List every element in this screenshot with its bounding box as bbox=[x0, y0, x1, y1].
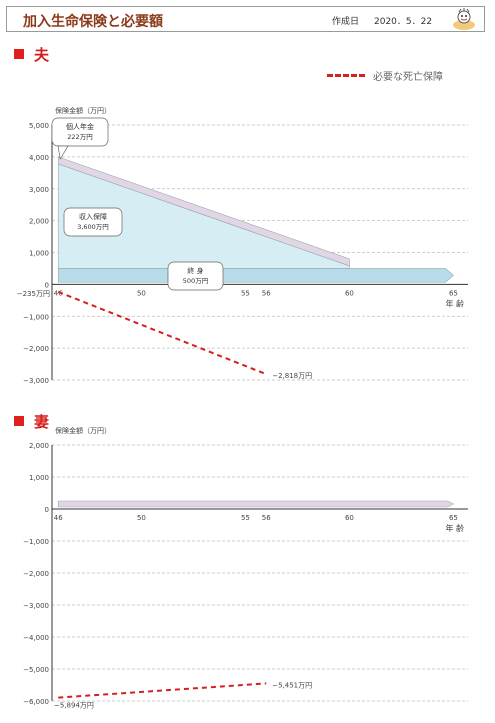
wife-chart: 2,000 1,000 0 −1,000 −2,000 −3,000 −4,000 −5,00… bbox=[23, 426, 468, 710]
page-title: 加入生命保険と必要額 bbox=[23, 14, 163, 30]
required-coverage-line bbox=[58, 682, 267, 699]
x-tick-label: 50 bbox=[137, 289, 146, 297]
y-tick-label: 1,000 bbox=[29, 474, 49, 482]
y-tick-label: −1,000 bbox=[23, 538, 49, 546]
y-tick-label: −4,000 bbox=[23, 634, 49, 642]
y-tick-label: 2,000 bbox=[29, 218, 49, 226]
insurance-area bbox=[57, 268, 454, 283]
y-tick-label: −3,000 bbox=[23, 377, 49, 385]
report-header: 加入生命保険と必要額 作成日 2020．5．22 bbox=[6, 6, 485, 32]
x-tick-label: 56 bbox=[262, 289, 271, 297]
required-coverage-line bbox=[57, 290, 267, 376]
callout-name: 収入保障 bbox=[79, 212, 107, 221]
x-tick-label: 65 bbox=[449, 514, 458, 522]
y-axis-label: 保険金額（万円） bbox=[55, 106, 111, 115]
callout-name: 個人年金 bbox=[66, 122, 94, 131]
callout-amount: 500万円 bbox=[183, 277, 208, 285]
callout-amount: 3,600万円 bbox=[77, 223, 109, 231]
required-end-label: −5,451万円 bbox=[272, 681, 312, 689]
y-tick-label: −1,000 bbox=[23, 313, 49, 321]
x-tick-label: 55 bbox=[241, 289, 250, 297]
y-tick-label: 5,000 bbox=[29, 122, 49, 130]
y-tick-label: −2,000 bbox=[23, 345, 49, 353]
x-axis-label: 年 齢 bbox=[445, 298, 464, 308]
callout-tail bbox=[57, 145, 69, 160]
legend-label: 必要な死亡保障 bbox=[373, 72, 443, 83]
x-axis-label: 年 齢 bbox=[445, 523, 464, 533]
callout-name: 終 身 bbox=[187, 266, 203, 275]
required-start-label: −5,894万円 bbox=[54, 702, 94, 710]
y-tick-label: 2,000 bbox=[29, 442, 49, 450]
required-start-label: −235万円 bbox=[17, 290, 50, 298]
date-label: 作成日 bbox=[332, 17, 360, 27]
y-tick-label: −5,000 bbox=[23, 666, 49, 674]
x-tick-label: 65 bbox=[449, 289, 458, 297]
callout-box bbox=[63, 207, 123, 237]
y-tick-label: 1,000 bbox=[29, 250, 49, 258]
section-square-icon bbox=[14, 49, 24, 59]
x-tick-label: 46 bbox=[54, 289, 63, 297]
legend: 必要な死亡保障 bbox=[327, 68, 443, 83]
y-tick-label: −2,000 bbox=[23, 570, 49, 578]
required-end-label: −2,818万円 bbox=[272, 372, 312, 380]
x-tick-label: 60 bbox=[345, 514, 354, 522]
insurance-area bbox=[57, 500, 455, 508]
y-tick-label: 3,000 bbox=[29, 186, 49, 194]
y-tick-label: 0 bbox=[45, 281, 49, 289]
y-axis-label: 保険金額（万円） bbox=[55, 426, 111, 435]
x-tick-label: 56 bbox=[262, 514, 271, 522]
y-tick-label: −6,000 bbox=[23, 698, 49, 706]
callout-amount: 222万円 bbox=[67, 133, 92, 141]
date-value: 2020．5．22 bbox=[374, 17, 433, 27]
dashed-line-icon bbox=[327, 74, 365, 77]
x-tick-label: 50 bbox=[137, 514, 146, 522]
husband-chart: 5,000 4,000 3,000 2,000 1,000 0 −1,000 −2,000 −3… bbox=[17, 106, 468, 385]
section-heading-wife: 妻 bbox=[14, 411, 49, 432]
section-heading-husband: 夫 bbox=[14, 44, 49, 65]
cartoon-mascot-icon bbox=[453, 8, 475, 30]
y-tick-label: 4,000 bbox=[29, 154, 49, 162]
callout-box bbox=[167, 261, 224, 291]
x-tick-label: 46 bbox=[54, 514, 63, 522]
x-tick-label: 55 bbox=[241, 514, 250, 522]
y-tick-label: 0 bbox=[45, 506, 49, 514]
callout-box bbox=[51, 117, 109, 147]
section-square-icon bbox=[14, 416, 24, 426]
x-tick-label: 60 bbox=[345, 289, 354, 297]
y-tick-label: −3,000 bbox=[23, 602, 49, 610]
